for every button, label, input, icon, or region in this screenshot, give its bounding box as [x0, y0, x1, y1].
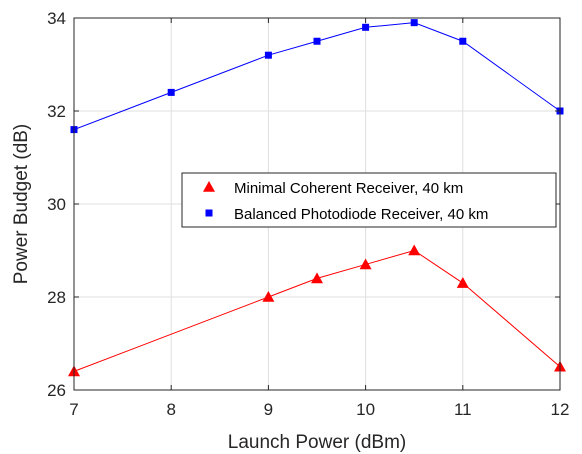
data-point [311, 272, 323, 284]
legend: Minimal Coherent Receiver, 40 km Balance… [181, 172, 557, 228]
x-tick-label: 10 [356, 400, 375, 419]
data-point [262, 291, 275, 302]
x-tick-label: 9 [264, 400, 273, 419]
data-point [167, 88, 175, 96]
data-point [456, 277, 469, 288]
x-tick-label: 8 [166, 400, 175, 419]
x-axis-label: Launch Power (dBm) [228, 432, 406, 453]
y-tick-label: 34 [47, 9, 66, 28]
data-point [459, 37, 467, 45]
y-axis-label: Power Budget (dB) [11, 124, 32, 285]
y-tick-label: 26 [47, 381, 66, 400]
data-point [264, 51, 272, 59]
y-tick-label: 28 [47, 288, 66, 307]
legend-marker-symbol [205, 209, 213, 217]
y-tick-label: 32 [47, 102, 66, 121]
data-point [362, 23, 370, 31]
x-tick-label: 12 [551, 400, 570, 419]
series-line [73, 22, 561, 131]
data-point [410, 19, 418, 27]
legend-box [181, 172, 557, 228]
legend-marker-balanced-photodiode [205, 209, 213, 217]
x-tick-label: 7 [69, 400, 78, 419]
legend-entry-balanced-photodiode: Balanced Photodiode Receiver, 40 km [234, 206, 488, 223]
legend-marker-symbol [203, 181, 215, 192]
data-point [408, 244, 421, 256]
y-tick-label: 30 [47, 195, 66, 214]
x-tick-label: 11 [454, 400, 472, 419]
legend-marker-minimal-coherent [203, 181, 215, 192]
data-point [359, 258, 372, 270]
ticks: 7 8 9 10 11 12 26 28 30 32 34 [47, 9, 569, 419]
series-minimal-coherent [68, 244, 566, 377]
data-point [313, 37, 321, 45]
legend-entry-minimal-coherent: Minimal Coherent Receiver, 40 km [234, 180, 463, 197]
